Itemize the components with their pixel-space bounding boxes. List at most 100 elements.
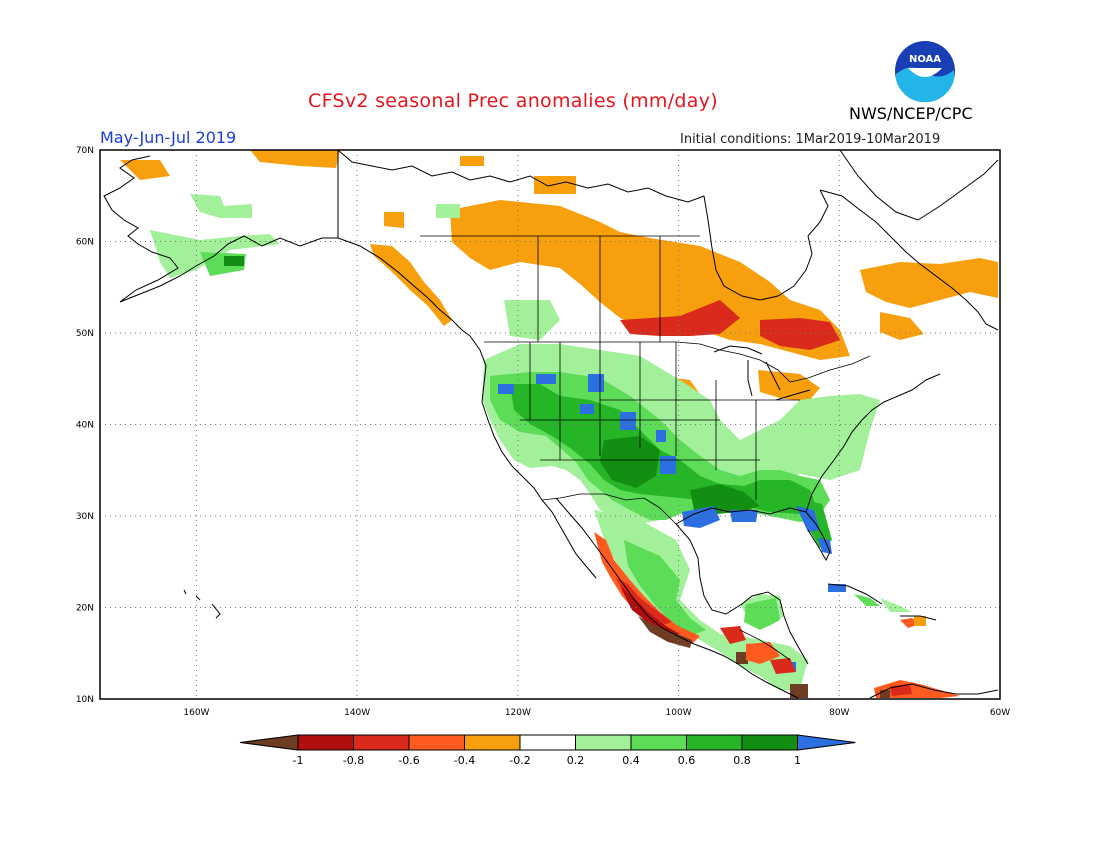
anomaly-region <box>854 594 880 606</box>
lake-michigan <box>747 360 753 397</box>
anomaly-region <box>224 256 244 266</box>
lake-erie <box>775 389 811 401</box>
anomaly-region <box>818 538 832 554</box>
lat-label: 60N <box>76 238 94 248</box>
anomaly-region <box>120 160 170 180</box>
colorbar-box <box>741 734 798 751</box>
lon-label: 100W <box>666 708 692 718</box>
colorbar-box <box>686 734 743 751</box>
map-frame <box>99 149 1001 700</box>
anomaly-region <box>624 540 706 636</box>
colorbar-tick-label: 0.6 <box>678 754 696 767</box>
central-america-borders <box>739 629 791 661</box>
colorbar-tick-label: -0.8 <box>343 754 364 767</box>
mexico-west-coast <box>555 497 799 699</box>
anomaly-region <box>370 244 452 326</box>
anomaly-region <box>534 176 576 194</box>
anomaly-region <box>790 684 808 698</box>
alaska-coastline <box>103 150 339 303</box>
coastlines <box>103 149 999 699</box>
hawaii-islands <box>183 589 221 619</box>
anomaly-region <box>660 456 676 474</box>
colorbar-box <box>297 734 354 751</box>
anomaly-region <box>620 586 680 636</box>
greenland-coast <box>839 149 999 221</box>
anomaly-region <box>450 200 850 360</box>
anomaly-region <box>730 510 758 522</box>
colorbar-left-arrow <box>239 734 299 751</box>
anomaly-region <box>828 584 846 592</box>
anomaly-region <box>384 212 404 228</box>
colorbar-boxes <box>239 734 856 751</box>
anomaly-region <box>190 194 252 218</box>
colorbar-box <box>408 734 465 751</box>
anomaly-region <box>744 598 780 630</box>
lat-label: 70N <box>76 146 94 156</box>
anomaly-region <box>656 430 666 442</box>
hudson-bay <box>703 189 829 301</box>
anomaly-region <box>682 506 720 528</box>
colorbar-tick-label: 1 <box>794 754 801 767</box>
us-gulf-coast <box>675 507 831 562</box>
labrador-coast <box>819 189 999 331</box>
colorbar-box <box>464 734 521 751</box>
anomaly-region <box>620 300 740 336</box>
lon-label: 60W <box>990 708 1010 718</box>
anomaly-region <box>770 658 796 674</box>
colorbar-box <box>353 734 410 751</box>
anomaly-region <box>436 204 460 218</box>
lat-label: 50N <box>76 329 94 339</box>
gulf-coast <box>675 523 809 665</box>
colorbar-tick-label: -0.6 <box>398 754 419 767</box>
us-state-lines <box>520 342 800 500</box>
latitude-labels: 70N 60N 50N 40N 30N 20N 10N <box>76 146 94 705</box>
colorbar-tick-label: -0.2 <box>509 754 530 767</box>
canada-provinces <box>420 235 700 342</box>
alaska-panhandle <box>337 237 471 337</box>
anomaly-region <box>880 598 912 612</box>
colorbar-box <box>630 734 687 751</box>
noaa-logo: NOAA <box>895 41 955 102</box>
lat-label: 20N <box>76 604 94 614</box>
lon-label: 140W <box>344 708 370 718</box>
colorbar-right-arrow <box>797 734 856 751</box>
anomaly-region <box>498 384 514 394</box>
lake-huron <box>765 361 781 391</box>
us-canada-border <box>484 341 871 383</box>
us-mexico-border <box>541 493 677 525</box>
map-title: CFSv2 seasonal Prec anomalies (mm/day) <box>308 90 718 112</box>
anomaly-region <box>616 578 672 626</box>
lon-label: 160W <box>183 708 209 718</box>
colorbar-tick-label: -0.4 <box>454 754 475 767</box>
anomaly-region <box>580 404 594 414</box>
colorbar-tick-label: 0.8 <box>733 754 751 767</box>
season-label: May-Jun-Jul 2019 <box>100 128 237 147</box>
colorbar-tick-label: -1 <box>293 754 304 767</box>
cuba <box>827 583 883 605</box>
south-america-coast <box>869 683 999 699</box>
initial-conditions: Initial conditions: 1Mar2019-10Mar2019 <box>680 132 941 147</box>
atlantic-coast <box>805 373 941 513</box>
arctic-coast <box>337 149 705 203</box>
anomaly-region <box>250 150 340 168</box>
anomaly-region <box>620 412 636 430</box>
hispaniola <box>900 615 937 621</box>
anomaly-region <box>796 506 820 532</box>
agency-label: NWS/NCEP/CPC <box>849 104 973 123</box>
colorbar-box <box>575 734 632 751</box>
colorbar-labels: -1 -0.8 -0.6 -0.4 -0.2 0.2 0.4 0.6 0.8 1 <box>293 754 801 767</box>
lon-label: 80W <box>829 708 849 718</box>
anomaly-region <box>536 374 556 384</box>
baja-california <box>541 499 597 579</box>
colorbar-tick-label: 0.4 <box>622 754 640 767</box>
anomaly-region <box>914 616 926 626</box>
lake-superior <box>713 345 763 355</box>
anomaly-region <box>460 156 484 166</box>
anomaly-region <box>600 436 660 488</box>
anomaly-region <box>860 258 998 308</box>
colorbar-box <box>519 734 576 751</box>
lat-label: 40N <box>76 421 94 431</box>
colorbar-tick-label: 0.2 <box>567 754 585 767</box>
